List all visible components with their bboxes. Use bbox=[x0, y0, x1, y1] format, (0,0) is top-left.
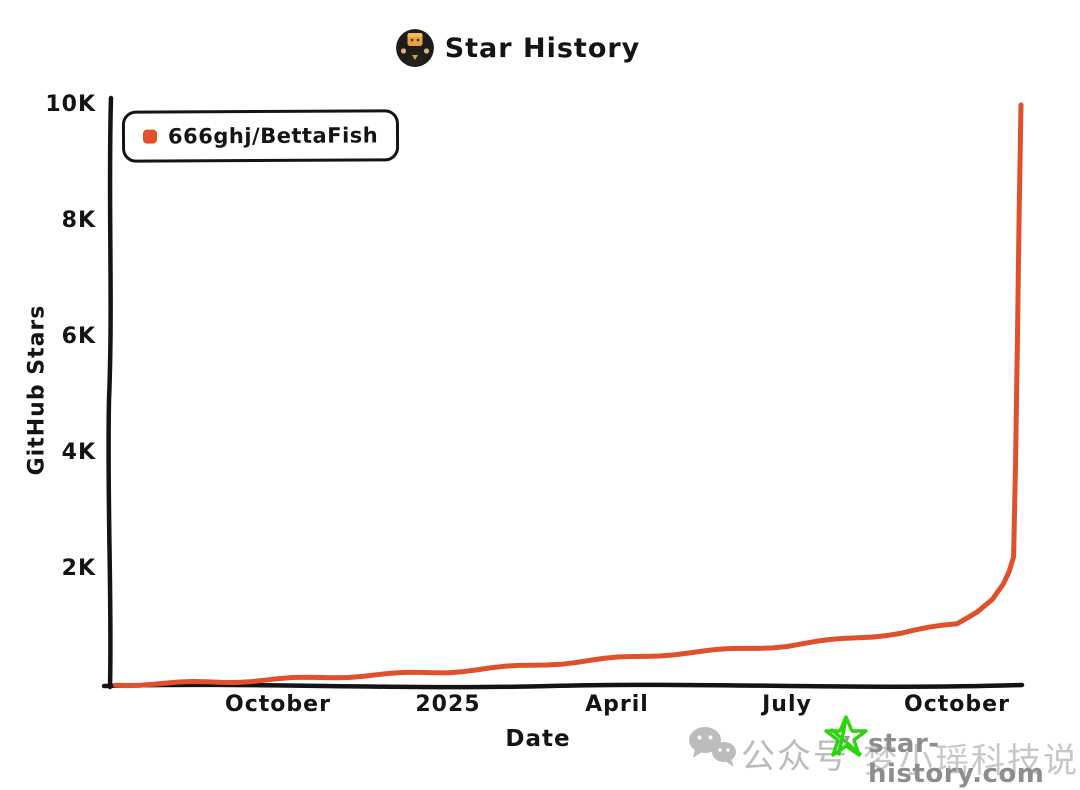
y-axis-title: GitHub Stars bbox=[24, 304, 50, 476]
x-axis-line bbox=[101, 682, 1025, 690]
x-tick-april: April bbox=[585, 692, 649, 717]
legend: 666ghj/BettaFish bbox=[121, 109, 400, 163]
series-line-bettafish bbox=[112, 102, 1024, 689]
chart-header: Star History bbox=[0, 26, 1058, 70]
y-tick-4k: 4K bbox=[61, 440, 96, 465]
y-axis-line bbox=[106, 95, 114, 690]
y-tick-8k: 8K bbox=[61, 208, 96, 233]
legend-label-bettafish: 666ghj/BettaFish bbox=[167, 123, 379, 149]
x-tick-july: July bbox=[762, 692, 812, 717]
y-tick-2k: 2K bbox=[61, 556, 96, 581]
repo-avatar-icon bbox=[395, 29, 434, 67]
x-tick-2025: 2025 bbox=[415, 692, 481, 717]
y-tick-6k: 6K bbox=[61, 324, 96, 349]
x-tick-oct-2024: October bbox=[225, 692, 331, 717]
x-tick-oct-2025: October bbox=[904, 692, 1010, 717]
x-axis-title: Date bbox=[505, 726, 571, 752]
y-tick-10k: 10K bbox=[45, 92, 96, 117]
page-title: Star History bbox=[444, 32, 641, 64]
legend-swatch-bettafish bbox=[142, 129, 158, 144]
